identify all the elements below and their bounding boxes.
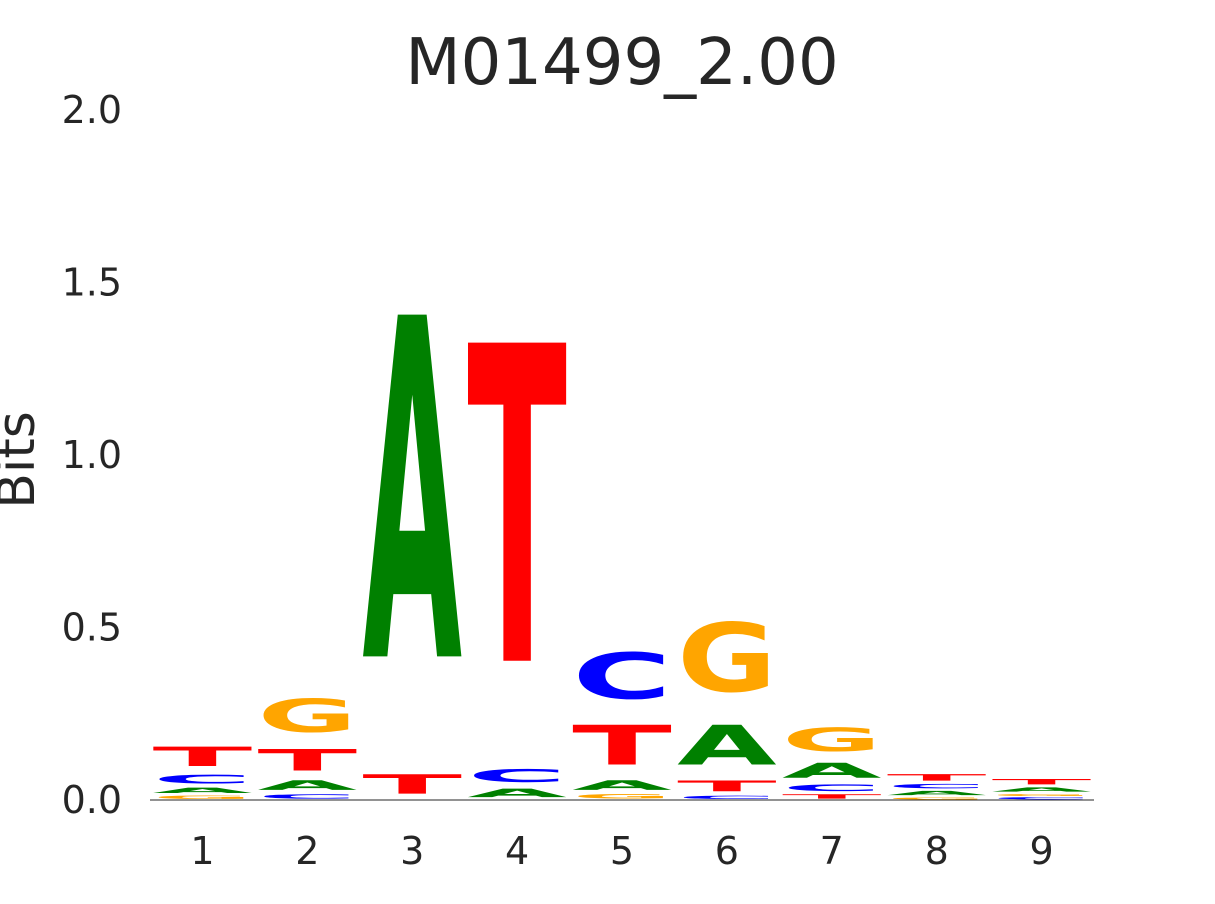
logo-letter-c: C: [992, 797, 1092, 800]
logo-letter-t: T: [153, 742, 253, 773]
x-tick-label: 8: [925, 829, 949, 873]
logo-letter-c: C: [258, 793, 358, 800]
logo-letter-a: A: [677, 714, 777, 777]
y-axis-label: Bits: [0, 411, 47, 509]
x-tick-label: 9: [1029, 829, 1053, 873]
logo-letter-g: G: [887, 797, 987, 800]
logo-letter-c: C: [153, 772, 253, 786]
y-tick-label: 0.0: [62, 778, 122, 822]
logo-letter-g: G: [153, 795, 253, 800]
logo-letter-a: A: [153, 786, 253, 795]
logo-letter-g: G: [258, 690, 358, 743]
logo-letter-t: T: [467, 256, 567, 764]
logo-letter-g: G: [572, 793, 672, 800]
y-tick-labels: 0.0 0.5 1.0 1.5 2.0: [62, 88, 122, 822]
logo-letter-g: G: [782, 721, 882, 759]
x-tick-label: 6: [715, 829, 739, 873]
logo-letter-t: T: [992, 778, 1092, 787]
logo-letter-c: C: [782, 783, 882, 793]
x-tick-label: 1: [190, 829, 214, 873]
logo-letter-t: T: [362, 769, 462, 800]
logo-letter-a: A: [258, 778, 358, 794]
logo-letter-t: T: [887, 773, 987, 783]
logo-letter-g: G: [992, 793, 1092, 796]
logo-letter-c: C: [572, 640, 672, 714]
logo-letter-c: C: [677, 795, 777, 800]
logo-letter-t: T: [258, 743, 358, 777]
x-tick-label: 2: [295, 829, 319, 873]
x-tick-labels: 1 2 3 4 5 6 7 8 9: [190, 829, 1053, 873]
logo-letter-t: T: [782, 793, 882, 800]
x-tick-label: 5: [610, 829, 634, 873]
x-tick-label: 7: [820, 829, 844, 873]
chart-title: M01499_2.00: [405, 26, 838, 100]
logo-letter-a: A: [887, 790, 987, 797]
logo-letter-a: A: [467, 786, 567, 800]
y-tick-label: 1.5: [62, 261, 122, 305]
logo-letter-a: A: [782, 759, 882, 783]
logo-letter-a: A: [992, 786, 1092, 793]
logo-letter-c: C: [887, 783, 987, 790]
logo-letter-a: A: [572, 778, 672, 794]
x-tick-label: 4: [505, 829, 529, 873]
x-tick-label: 3: [400, 829, 424, 873]
logo-letter-t: T: [677, 778, 777, 795]
logo-letter-a: A: [362, 223, 463, 768]
y-tick-label: 0.5: [62, 606, 122, 650]
y-tick-label: 2.0: [62, 88, 122, 132]
logo-letter-c: C: [467, 766, 567, 787]
logo-letter-t: T: [572, 715, 672, 778]
logo-letter-g: G: [677, 603, 777, 713]
y-tick-label: 1.0: [62, 433, 122, 477]
